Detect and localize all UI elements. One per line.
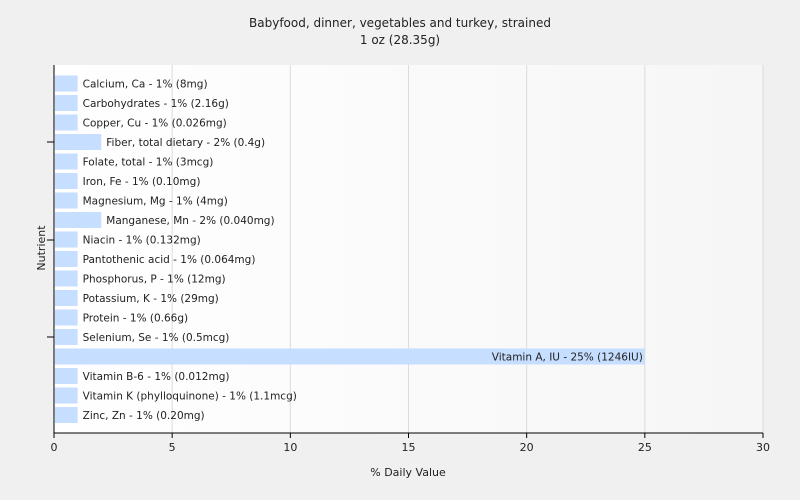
bar	[55, 75, 78, 92]
x-tick-label: 20	[520, 441, 534, 454]
bar	[55, 407, 78, 423]
bar-label: Carbohydrates - 1% (2.16g)	[83, 98, 229, 110]
gridlines	[171, 65, 764, 433]
bar	[55, 270, 78, 287]
x-tick-label: 0	[51, 441, 58, 454]
bar	[55, 290, 78, 306]
bar-label: Copper, Cu - 1% (0.026mg)	[83, 118, 227, 130]
x-axis-title: % Daily Value	[370, 466, 446, 479]
bar	[55, 251, 78, 267]
bar	[55, 153, 78, 170]
bar	[55, 387, 78, 404]
bar-label: Calcium, Ca - 1% (8mg)	[83, 79, 208, 91]
bar-label: Protein - 1% (0.66g)	[83, 313, 189, 325]
bar	[55, 114, 78, 131]
bar-label: Niacin - 1% (0.132mg)	[83, 235, 201, 247]
bar	[55, 368, 78, 384]
bar-label: Magnesium, Mg - 1% (4mg)	[83, 196, 228, 208]
chart-title: Babyfood, dinner, vegetables and turkey,…	[249, 16, 551, 30]
x-tick-label: 10	[283, 441, 297, 454]
x-tick-label: 5	[169, 441, 176, 454]
bar-label: Pantothenic acid - 1% (0.064mg)	[83, 254, 256, 266]
bar	[55, 95, 78, 111]
bar	[55, 173, 78, 189]
bar	[55, 309, 78, 326]
bar-label: Vitamin A, IU - 25% (1246IU)	[492, 352, 643, 364]
x-tick-label: 30	[756, 441, 770, 454]
bar-label: Selenium, Se - 1% (0.5mcg)	[83, 332, 230, 344]
y-axis-title: Nutrient	[35, 225, 48, 271]
bar	[55, 134, 102, 150]
x-tick-label: 25	[638, 441, 652, 454]
bar	[55, 231, 78, 248]
bars: Calcium, Ca - 1% (8mg) Carbohydrates - 1%…	[55, 75, 645, 423]
bar	[55, 348, 645, 365]
bar-label: Vitamin K (phylloquinone) - 1% (1.1mcg)	[83, 391, 297, 403]
bar-label: Potassium, K - 1% (29mg)	[83, 293, 219, 305]
bar-label: Zinc, Zn - 1% (0.20mg)	[83, 410, 205, 422]
bar	[55, 329, 78, 345]
bar-label: Fiber, total dietary - 2% (0.4g)	[106, 137, 265, 149]
x-tick-label: 15	[402, 441, 416, 454]
bar-label: Iron, Fe - 1% (0.10mg)	[83, 176, 201, 188]
bar	[55, 192, 78, 209]
bar-label: Phosphorus, P - 1% (12mg)	[83, 274, 226, 286]
bar	[55, 212, 102, 228]
chart-subtitle: 1 oz (28.35g)	[360, 33, 440, 47]
bar-label: Vitamin B-6 - 1% (0.012mg)	[83, 371, 230, 383]
bar-label: Manganese, Mn - 2% (0.040mg)	[106, 215, 274, 227]
bar-label: Folate, total - 1% (3mcg)	[83, 157, 214, 169]
axes: 0 5 10 15 20 25 30	[47, 65, 770, 454]
